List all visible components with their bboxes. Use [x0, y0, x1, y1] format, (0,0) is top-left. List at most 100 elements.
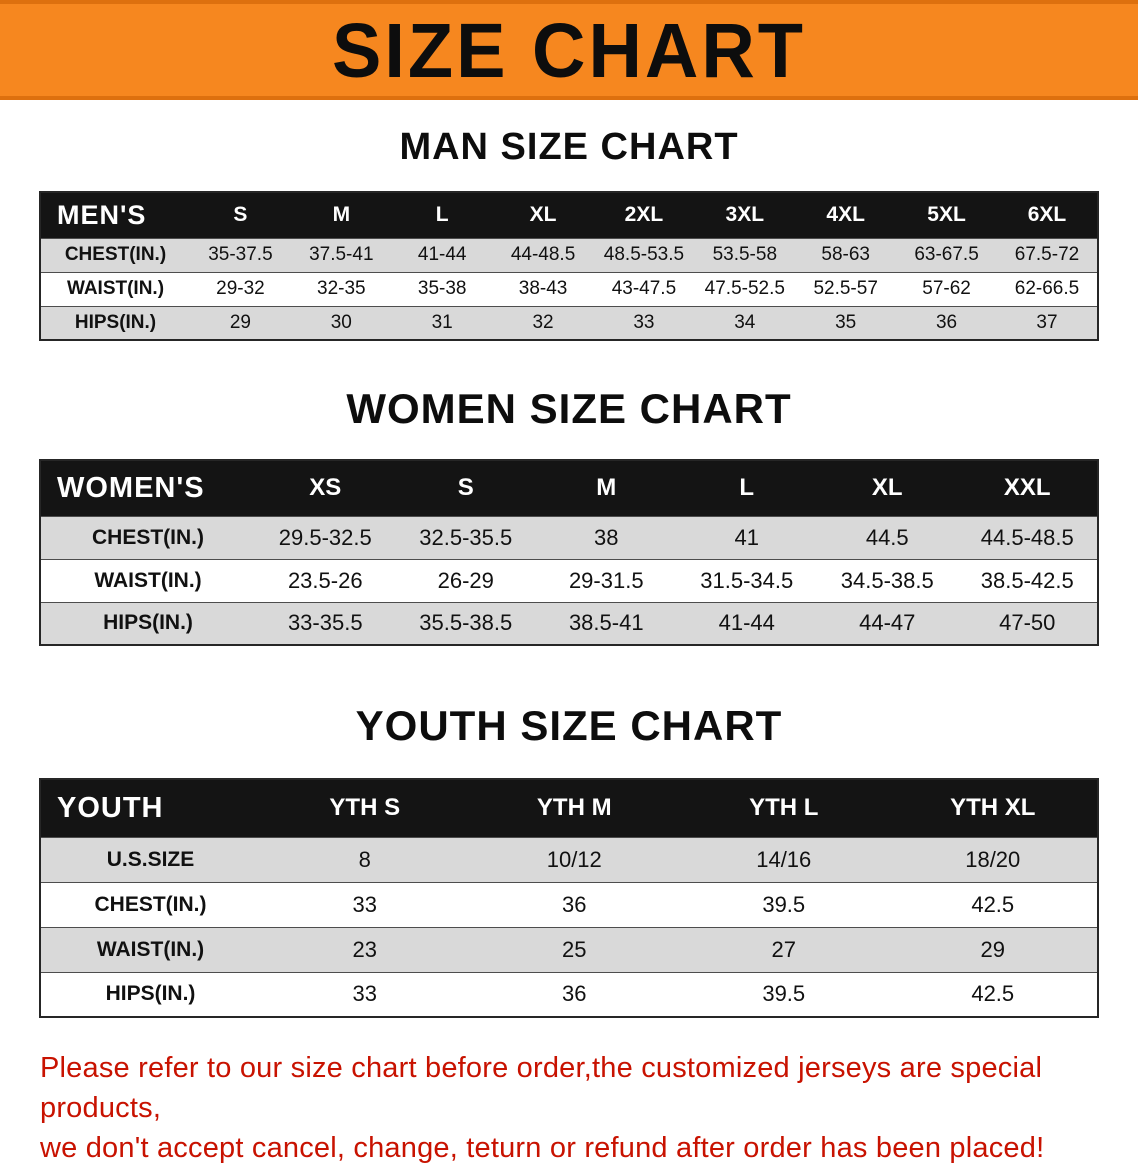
youth-table-row: HIPS(IN.) 33 36 39.5 42.5 [40, 972, 1098, 1017]
youth-table-title-cell: YOUTH [40, 779, 260, 837]
size-value-cell: 39.5 [762, 981, 806, 1007]
youth-table-row: U.S.SIZE 8 10/12 14/16 18/20 [40, 837, 1098, 882]
size-value-cell: 25 [562, 936, 587, 962]
size-value-cell: 31 [431, 311, 453, 333]
row-label: WAIST(IN.) [94, 568, 202, 592]
men-size-table: MEN'S S M L XL 2XL 3XL 4XL 5XL 6XL CHEST(IN.) 35-3… [39, 191, 1099, 341]
size-value-cell: 37 [1036, 311, 1058, 333]
size-value-cell: 36 [562, 891, 587, 917]
men-column-header-l: L [391, 192, 493, 238]
size-value-cell: 47-50 [999, 610, 1056, 636]
size-value-cell: 39.5 [762, 891, 806, 917]
size-value-cell: 41-44 [417, 244, 467, 265]
size-value-cell: 42.5 [971, 891, 1015, 917]
size-value-cell: 32 [532, 311, 554, 333]
women-column-header-l: L [676, 460, 817, 516]
size-value-cell: 18/20 [965, 846, 1021, 872]
row-label: HIPS(IN.) [105, 982, 196, 1006]
size-value-cell: 29-32 [216, 278, 265, 299]
women-table-row: HIPS(IN.) 33-35.5 35.5-38.5 38.5-41 41-44 44-… [40, 602, 1098, 645]
size-value-cell: 48.5-53.5 [603, 244, 685, 265]
size-value-cell: 33 [352, 981, 377, 1007]
women-table-row: WAIST(IN.) 23.5-26 26-29 29-31.5 31.5-34.5 34… [40, 559, 1098, 602]
women-table-title-cell: WOMEN'S [40, 460, 255, 516]
size-value-cell: 33 [633, 311, 655, 333]
size-value-cell: 37.5-41 [309, 244, 374, 265]
page-title: SIZE CHART [332, 6, 806, 94]
men-column-header-2xl: 2XL [593, 192, 695, 238]
size-chart-banner: SIZE CHART [0, 0, 1138, 100]
youth-size-table: YOUTH YTH S YTH M YTH L YTH XL U.S.SIZE 8 10/1… [39, 778, 1099, 1018]
row-label: U.S.SIZE [106, 847, 195, 871]
women-size-chart-section: WOMEN SIZE CHART WOMEN'S XS S M L XL XXL CHEST… [0, 385, 1138, 646]
size-value-cell: 41 [734, 524, 759, 550]
row-label: HIPS(IN.) [103, 611, 193, 635]
youth-column-header-yth-m: YTH M [469, 779, 679, 837]
women-column-header-m: M [536, 460, 677, 516]
size-value-cell: 47.5-52.5 [704, 278, 785, 299]
row-label: HIPS(IN.) [74, 311, 157, 333]
size-value-cell: 27 [771, 936, 796, 962]
size-value-cell: 29 [980, 936, 1005, 962]
disclaimer-line-1: Please refer to our size chart before or… [40, 1052, 1043, 1124]
size-value-cell: 35.5-38.5 [419, 610, 513, 636]
size-value-cell: 32.5-35.5 [419, 524, 513, 550]
disclaimer-note: Please refer to our size chart before or… [40, 1048, 1126, 1168]
row-label: CHEST(IN.) [92, 525, 204, 549]
size-value-cell: 57-62 [922, 278, 971, 299]
size-value-cell: 33-35.5 [287, 610, 363, 636]
youth-column-header-yth-s: YTH S [260, 779, 470, 837]
youth-size-chart-section: YOUTH SIZE CHART YOUTH YTH S YTH M YTH L YTH… [0, 702, 1138, 1018]
size-value-cell: 44-47 [859, 610, 916, 636]
size-value-cell: 44.5 [865, 524, 909, 550]
size-value-cell: 53.5-58 [712, 244, 778, 265]
size-value-cell: 38 [594, 524, 619, 550]
size-value-cell: 23.5-26 [287, 567, 363, 593]
size-value-cell: 38-43 [518, 278, 568, 299]
women-column-header-xs: XS [255, 460, 396, 516]
men-table-header-row: MEN'S S M L XL 2XL 3XL 4XL 5XL 6XL [40, 192, 1098, 238]
size-value-cell: 44.5-48.5 [980, 524, 1074, 550]
youth-table-row: WAIST(IN.) 23 25 27 29 [40, 927, 1098, 972]
size-value-cell: 38.5-41 [568, 610, 644, 636]
size-value-cell: 10/12 [546, 846, 602, 872]
size-value-cell: 30 [330, 311, 352, 333]
size-value-cell: 29 [229, 311, 251, 333]
row-label: WAIST(IN.) [96, 937, 205, 961]
women-column-header-s: S [395, 460, 536, 516]
size-value-cell: 8 [358, 846, 371, 872]
men-column-header-xl: XL [492, 192, 594, 238]
size-value-cell: 35 [835, 311, 857, 333]
men-table-row: WAIST(IN.) 29-32 32-35 35-38 38-43 43-47.5 47.… [40, 272, 1098, 306]
size-value-cell: 35-38 [417, 278, 467, 299]
men-column-header-4xl: 4XL [795, 192, 897, 238]
size-value-cell: 23 [352, 936, 377, 962]
size-value-cell: 42.5 [971, 981, 1015, 1007]
size-value-cell: 26-29 [437, 567, 494, 593]
size-value-cell: 31.5-34.5 [700, 567, 794, 593]
women-section-heading: WOMEN SIZE CHART [346, 385, 792, 432]
men-column-header-5xl: 5XL [896, 192, 997, 238]
size-value-cell: 35-37.5 [208, 244, 273, 265]
women-table-row: CHEST(IN.) 29.5-32.5 32.5-35.5 38 41 44.5 44.5… [40, 516, 1098, 559]
size-value-cell: 34.5-38.5 [840, 567, 934, 593]
size-value-cell: 29-31.5 [568, 567, 644, 593]
men-table-row: CHEST(IN.) 35-37.5 37.5-41 41-44 44-48.5 48.5… [40, 238, 1098, 272]
size-value-cell: 14/16 [756, 846, 812, 872]
size-value-cell: 33 [352, 891, 377, 917]
size-value-cell: 41-44 [718, 610, 775, 636]
men-table-title-cell: MEN'S [40, 192, 190, 238]
row-label: WAIST(IN.) [66, 278, 165, 299]
men-table-row: HIPS(IN.) 29 30 31 32 33 34 35 36 37 [40, 306, 1098, 340]
size-value-cell: 43-47.5 [611, 278, 677, 299]
women-column-header-xxl: XXL [957, 460, 1098, 516]
row-label: CHEST(IN.) [94, 892, 207, 916]
size-value-cell: 32-35 [317, 278, 366, 299]
size-value-cell: 58-63 [821, 244, 870, 265]
women-table-header-row: WOMEN'S XS S M L XL XXL [40, 460, 1098, 516]
row-label: CHEST(IN.) [64, 244, 167, 265]
size-value-cell: 63-67.5 [914, 244, 979, 265]
youth-table-row: CHEST(IN.) 33 36 39.5 42.5 [40, 882, 1098, 927]
size-value-cell: 29.5-32.5 [278, 524, 372, 550]
women-size-table: WOMEN'S XS S M L XL XXL CHEST(IN.) 29.5-32.5 32.… [39, 459, 1099, 646]
